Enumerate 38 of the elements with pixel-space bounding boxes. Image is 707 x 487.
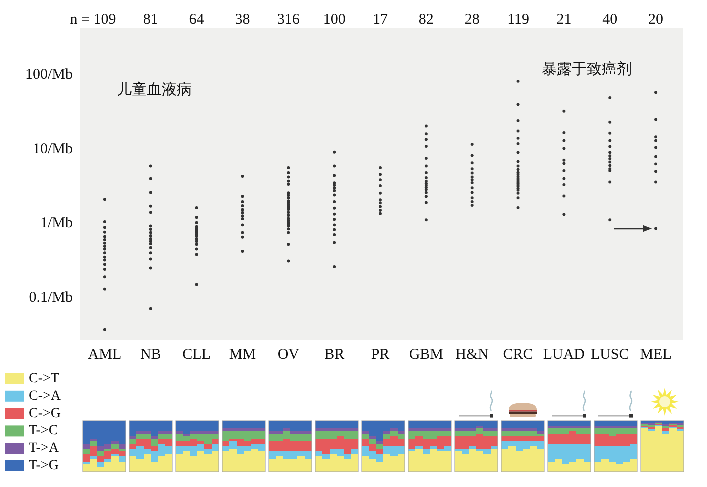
x-tick-label: CRC — [503, 347, 534, 363]
x-tick-label: CLL — [182, 347, 211, 363]
x-tick-label: MM — [229, 347, 256, 363]
legend-label: T->G — [29, 458, 59, 474]
annotation: 40 — [602, 12, 618, 28]
annotation: 儿童血液病 — [116, 81, 192, 98]
annotation: 38 — [235, 12, 250, 28]
annotation: 17 — [373, 12, 388, 28]
annotation: 28 — [464, 12, 480, 28]
x-tick-label: AML — [88, 347, 122, 363]
x-tick-label: GBM — [409, 347, 444, 363]
x-tick-label: BR — [324, 347, 345, 363]
legend-label: C->T — [29, 372, 60, 386]
x-tick-label: LUSC — [590, 347, 630, 363]
annotation: 316 — [277, 12, 300, 28]
annotation: n = 109 — [70, 12, 116, 28]
x-tick-label: NB — [140, 347, 162, 363]
annotation: 119 — [508, 12, 530, 28]
y-tick-label: 100/Mb — [25, 67, 73, 84]
y-tick-label: 0.1/Mb — [29, 290, 73, 306]
annotation: 81 — [143, 12, 158, 28]
x-tick-label: MEL — [640, 347, 672, 363]
annotation: 82 — [418, 12, 434, 28]
annotation: 20 — [648, 12, 664, 28]
x-tick-label: H&N — [456, 347, 490, 363]
x-tick-label: PR — [371, 347, 390, 363]
legend-label: C->A — [29, 388, 62, 404]
legend-label: T->C — [29, 424, 58, 439]
annotation: 21 — [556, 12, 572, 28]
legend-label: C->G — [29, 406, 62, 422]
y-tick-label: 1/Mb — [40, 216, 73, 232]
x-tick-label: OV — [278, 347, 300, 363]
legend-label: T->A — [29, 441, 60, 456]
x-tick-label: LUAD — [543, 347, 586, 363]
annotation: 100 — [323, 12, 346, 28]
y-tick-label: 10/Mb — [32, 141, 73, 158]
annotation: 64 — [189, 12, 205, 28]
annotation: 暴露于致癌剂 — [542, 61, 632, 78]
